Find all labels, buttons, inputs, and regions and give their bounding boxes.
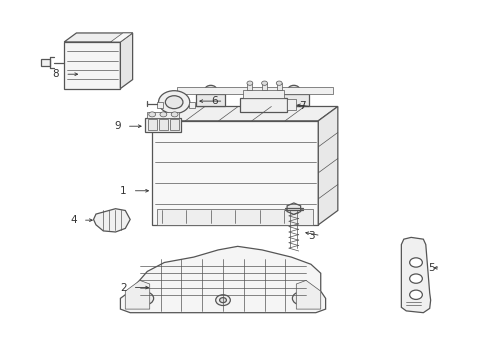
- Polygon shape: [152, 107, 338, 121]
- Bar: [64, 42, 121, 89]
- Circle shape: [159, 91, 190, 114]
- Polygon shape: [94, 209, 130, 232]
- Bar: [196, 94, 225, 107]
- Polygon shape: [279, 90, 314, 94]
- Circle shape: [220, 298, 226, 303]
- Bar: [145, 118, 181, 132]
- Circle shape: [410, 274, 422, 283]
- Polygon shape: [121, 246, 326, 313]
- Circle shape: [165, 96, 183, 109]
- Text: 9: 9: [114, 121, 121, 131]
- Polygon shape: [125, 280, 150, 309]
- Bar: [147, 112, 179, 118]
- Polygon shape: [196, 90, 230, 94]
- Circle shape: [136, 292, 154, 305]
- Bar: [247, 83, 252, 90]
- Polygon shape: [296, 280, 321, 309]
- Text: 8: 8: [53, 69, 59, 79]
- Circle shape: [205, 85, 217, 94]
- Bar: [159, 120, 168, 130]
- Bar: [243, 90, 284, 98]
- Circle shape: [293, 292, 310, 305]
- Circle shape: [171, 112, 178, 117]
- Circle shape: [297, 296, 305, 301]
- Bar: [189, 102, 195, 108]
- Circle shape: [410, 258, 422, 267]
- Bar: [262, 83, 267, 90]
- Circle shape: [262, 81, 268, 85]
- Text: 2: 2: [120, 283, 127, 293]
- Bar: [176, 87, 333, 94]
- Bar: [170, 120, 179, 130]
- Circle shape: [276, 81, 282, 85]
- Bar: [148, 120, 157, 130]
- Circle shape: [410, 290, 422, 300]
- Bar: [240, 98, 287, 112]
- Text: 5: 5: [428, 263, 435, 273]
- Polygon shape: [401, 237, 431, 313]
- Circle shape: [141, 296, 149, 301]
- Polygon shape: [318, 107, 338, 225]
- Bar: [157, 209, 314, 225]
- Text: 4: 4: [70, 215, 77, 225]
- Circle shape: [149, 112, 156, 117]
- Polygon shape: [287, 203, 301, 215]
- Text: 1: 1: [120, 186, 127, 196]
- Bar: [279, 94, 309, 107]
- Polygon shape: [121, 33, 133, 89]
- Bar: [157, 102, 163, 108]
- Bar: [41, 59, 49, 66]
- Text: 3: 3: [308, 231, 315, 240]
- Text: 6: 6: [211, 96, 218, 106]
- Circle shape: [160, 112, 167, 117]
- Circle shape: [247, 81, 253, 85]
- Bar: [287, 99, 296, 110]
- Circle shape: [216, 295, 230, 306]
- Circle shape: [288, 85, 300, 94]
- Text: 7: 7: [299, 102, 306, 112]
- Polygon shape: [111, 33, 133, 42]
- Bar: [152, 121, 318, 225]
- Polygon shape: [64, 33, 133, 42]
- Bar: [277, 83, 282, 90]
